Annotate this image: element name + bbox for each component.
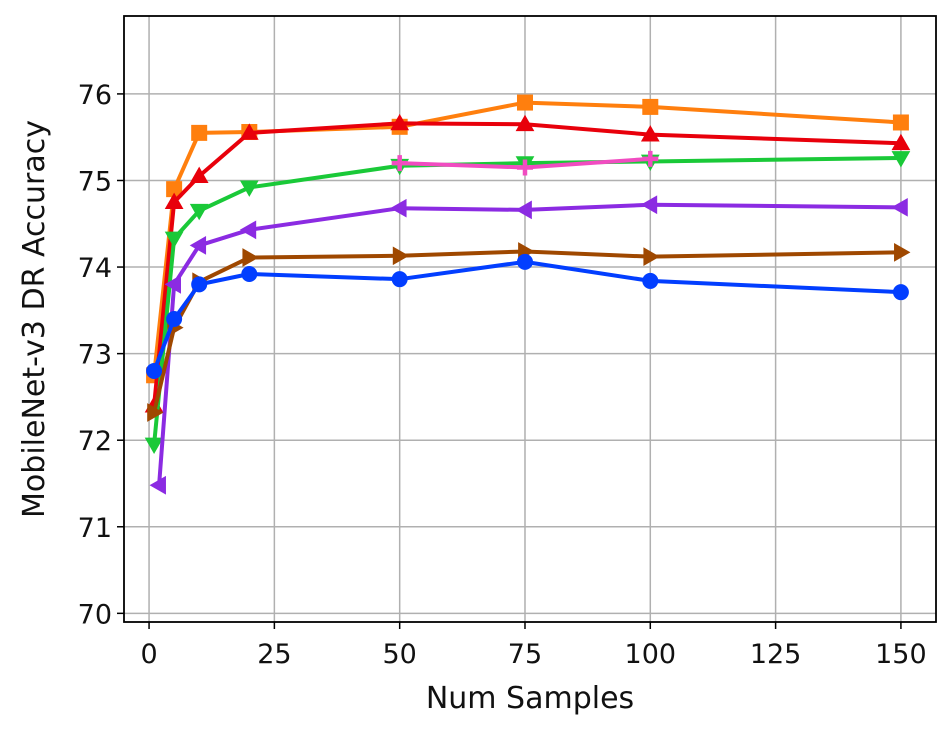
x-tick-label: 100 [625, 639, 677, 670]
triangle-left-marker [390, 198, 407, 218]
circle-marker [191, 276, 208, 293]
circle-marker [146, 362, 163, 379]
triangle-up-marker [640, 125, 660, 142]
triangle-left-marker [164, 275, 181, 294]
plus-marker [516, 159, 533, 176]
triangle-up-marker [189, 166, 209, 184]
series-triangle-down [144, 151, 911, 455]
square-marker [191, 124, 208, 141]
series-line [152, 259, 903, 373]
triangle-down-marker [144, 437, 164, 455]
series-line [157, 202, 903, 488]
triangle-up-marker [164, 192, 184, 210]
series-line [152, 121, 903, 408]
x-tick-label: 75 [508, 639, 542, 670]
y-tick-label: 75 [78, 166, 112, 197]
plus-marker [642, 150, 659, 167]
x-tick-label: 0 [140, 639, 157, 670]
x-tick-label: 125 [750, 639, 802, 670]
y-tick-label: 76 [78, 80, 112, 111]
series-triangle-right [147, 242, 911, 422]
circle-marker [241, 265, 258, 282]
x-tick-label: 50 [382, 639, 416, 670]
triangle-left-marker [515, 200, 532, 220]
series-circle [146, 253, 909, 379]
x-axis-label: Num Samples [426, 681, 634, 716]
series-line [152, 155, 903, 447]
plus-marker [391, 155, 408, 172]
square-marker [892, 114, 909, 131]
series-triangle-left [149, 195, 908, 495]
triangle-down-marker [239, 180, 259, 197]
triangle-left-marker [891, 197, 908, 217]
grid [124, 16, 936, 622]
circle-marker [516, 253, 533, 270]
triangle-right-marker [147, 403, 164, 422]
triangle-right-marker [392, 246, 410, 266]
y-tick-label: 71 [78, 513, 112, 544]
series-group [144, 94, 911, 495]
square-marker [642, 98, 659, 115]
y-axis-label: MobileNet-v3 DR Accuracy [17, 120, 52, 518]
triangle-right-marker [894, 242, 911, 262]
y-tick-label: 72 [78, 426, 112, 457]
series-plus [391, 150, 659, 176]
triangle-right-marker [643, 247, 660, 267]
axis-ticks: 0 25 50 75 100 125 150 70 71 72 73 74 75 76 [78, 80, 927, 670]
triangle-up-marker [515, 114, 535, 132]
circle-marker [642, 272, 659, 289]
triangle-left-marker [239, 220, 257, 240]
y-tick-label: 70 [78, 599, 112, 630]
triangle-up-marker [891, 133, 911, 151]
x-tick-label: 150 [875, 639, 927, 670]
triangle-right-marker [242, 248, 259, 267]
series-line [152, 100, 903, 378]
y-tick-label: 74 [78, 253, 112, 284]
triangle-left-marker [640, 195, 658, 215]
triangle-down-marker [891, 151, 911, 168]
circle-marker [166, 311, 183, 327]
triangle-up-marker [390, 113, 410, 131]
triangle-up-marker [239, 123, 259, 140]
triangle-down-marker [189, 203, 209, 221]
square-marker [516, 94, 533, 111]
y-tick-label: 73 [78, 340, 112, 371]
x-tick-label: 25 [257, 639, 291, 670]
triangle-left-marker [149, 475, 166, 495]
triangle-down-marker [164, 231, 184, 248]
circle-marker [391, 271, 408, 288]
triangle-left-marker [189, 236, 207, 255]
circle-marker [892, 284, 909, 301]
plot-frame [123, 15, 937, 623]
